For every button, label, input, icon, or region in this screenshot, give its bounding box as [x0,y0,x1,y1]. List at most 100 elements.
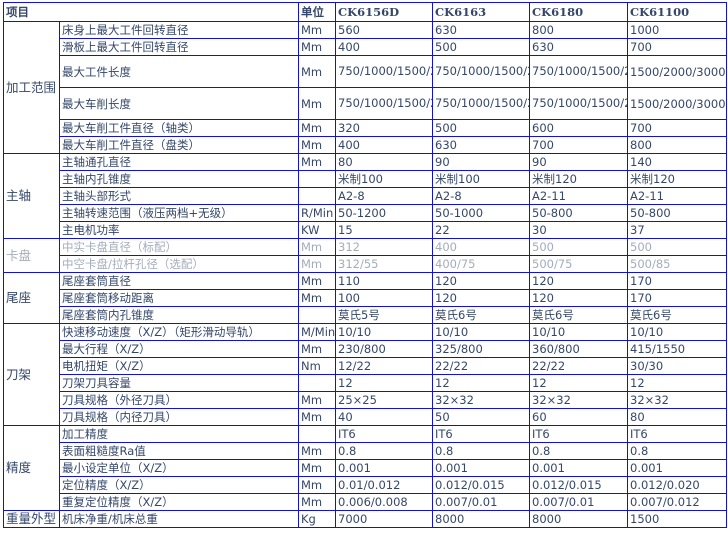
table-row: 最大工件长度Mm750/1000/1500/2000/3000750/1000/… [4,55,727,88]
value-cell: 0.012/0.015 [432,476,530,494]
item-label: 尾座套筒直径 [59,272,299,290]
item-label: 刀架刀具容量 [59,374,299,392]
value-cell: 400/75 [432,255,530,273]
value-cell: A2-8 [432,187,530,205]
item-label: 机床净重/机床总重 [59,510,299,528]
category-cell: 主轴 [3,153,60,239]
item-label: 主电机功率 [59,221,299,239]
value-cell: IT6 [627,425,727,443]
item-label: 定位精度（X/Z） [59,476,299,494]
value-cell: 700 [529,136,628,154]
category-cell: 卡盘 [3,238,60,273]
value-cell: 750/1000/1500/2000/3000 [432,55,530,88]
unit-cell: Mm [298,255,336,273]
value-cell: 莫氏6号 [627,306,727,324]
value-cell: 0.001 [627,459,727,477]
value-cell: 1500/2000/3000 [627,55,727,88]
value-cell: 50-1000 [432,204,530,222]
item-label: 刀具规格（内径刀具） [59,408,299,426]
table-row: 卡盘 中实卡盘直径（标配） Mm 312 400 500 500 [3,238,727,273]
value-cell: 米制100 [335,170,433,188]
table-row: 尾座套筒移动距离 Mm 100 120 120 170 [4,289,727,307]
value-cell: 0.8 [627,442,727,460]
item-label: 主轴内孔锥度 [59,170,299,188]
unit-cell: Mm [298,136,336,154]
value-cell: 400 [335,38,433,56]
table-row: 刀架 快速移动速度（X/Z）（矩形滑动导轨） M/Min 10/10 10/10 10/1… [3,323,727,426]
table-row: 中空卡盘/拉杆孔径（选配） Mm 312/55 400/75 500/75 500/85 [4,255,727,273]
value-cell: 50-800 [627,204,727,222]
item-label: 快速移动速度（X/Z）（矩形滑动导轨） [59,323,299,341]
unit-cell: Mm [298,493,336,511]
unit-cell: Kg [298,510,336,528]
value-cell: 12 [529,374,628,392]
value-cell: 10/10 [335,323,433,341]
value-cell: 1500 [627,510,727,528]
value-cell: 100 [335,289,433,307]
unit-cell: Mm [298,119,336,137]
item-label: 刀具规格（外径刀具） [59,391,299,409]
value-cell: 750/1000/1500/2000/3000 [335,55,433,88]
value-cell: 10/10 [529,323,628,341]
value-cell: IT6 [529,425,628,443]
category-cell: 精度 [3,425,60,511]
item-label: 最大车削长度 [59,87,299,120]
value-cell: 120 [432,289,530,307]
category-cell: 刀架 [3,323,60,426]
item-label: 表面粗糙度Ra值 [59,442,299,460]
value-cell: 400 [335,136,433,154]
value-cell: 22/22 [432,357,530,375]
value-cell: 12 [335,374,433,392]
unit-cell: Mm [298,272,336,290]
unit-cell: Mm [298,238,336,256]
value-cell: 312/55 [335,255,433,273]
item-label: 主轴转速范围（液压两档+无级） [59,204,299,222]
item-label: 电机扭矩（X/Z） [59,357,299,375]
value-cell: 700 [627,38,727,56]
item-label: 最大行程（X/Z） [59,340,299,358]
value-cell: 0.8 [432,442,530,460]
table-row: 最大行程（X/Z） Mm 230/800 325/800 360/800 415/1550 [4,340,727,358]
header-unit: 单位 [298,2,336,22]
value-cell: 0.007/0.01 [432,493,530,511]
item-label: 加工精度 [59,425,299,443]
value-cell: 8000 [529,510,628,528]
unit-cell: Mm [298,459,336,477]
header-model: CK6180 [529,2,628,22]
unit-cell: Mm [298,476,336,494]
table-row: 最大车削工件直径（盘类） Mm 400 630 700 800 [4,136,727,154]
value-cell: 30 [529,221,628,239]
item-label: 中实卡盘直径（标配） [59,238,299,256]
unit-cell: Mm [298,391,336,409]
value-cell: 0.006/0.008 [335,493,433,511]
value-cell: 15 [335,221,433,239]
value-cell: 0.01/0.012 [335,476,433,494]
value-cell: 800 [529,21,628,39]
item-label: 最大车削工件直径（轴类） [59,119,299,137]
value-cell: 8000 [432,510,530,528]
value-cell: 90 [432,153,530,171]
value-cell: 600 [529,119,628,137]
value-cell: 25×25 [335,391,433,409]
value-cell: 90 [529,153,628,171]
unit-cell: Mm [298,340,336,358]
value-cell: A2-11 [627,187,727,205]
value-cell: 230/800 [335,340,433,358]
value-cell: 415/1550 [627,340,727,358]
unit-cell: R/Min [298,204,336,222]
value-cell: 60 [529,408,628,426]
item-label: 最小设定单位（X/Z） [59,459,299,477]
table-row: 最大车削长度Mm750/1000/1500/2000/3000750/1000/… [4,87,727,120]
value-cell: 140 [627,153,727,171]
table-row: 刀架刀具容量 12 12 12 12 [4,374,727,392]
value-cell: 700 [627,119,727,137]
value-cell: 莫氏6号 [432,306,530,324]
value-cell: 32×32 [529,391,628,409]
unit-cell: Mm [298,289,336,307]
table-row: 主电机功率 KW 15 22 30 37 [4,221,727,239]
value-cell: 32×32 [627,391,727,409]
value-cell: 360/800 [529,340,628,358]
category-cell: 重量外型 [3,510,60,528]
value-cell: 莫氏6号 [529,306,628,324]
value-cell: 0.012/0.015 [529,476,628,494]
